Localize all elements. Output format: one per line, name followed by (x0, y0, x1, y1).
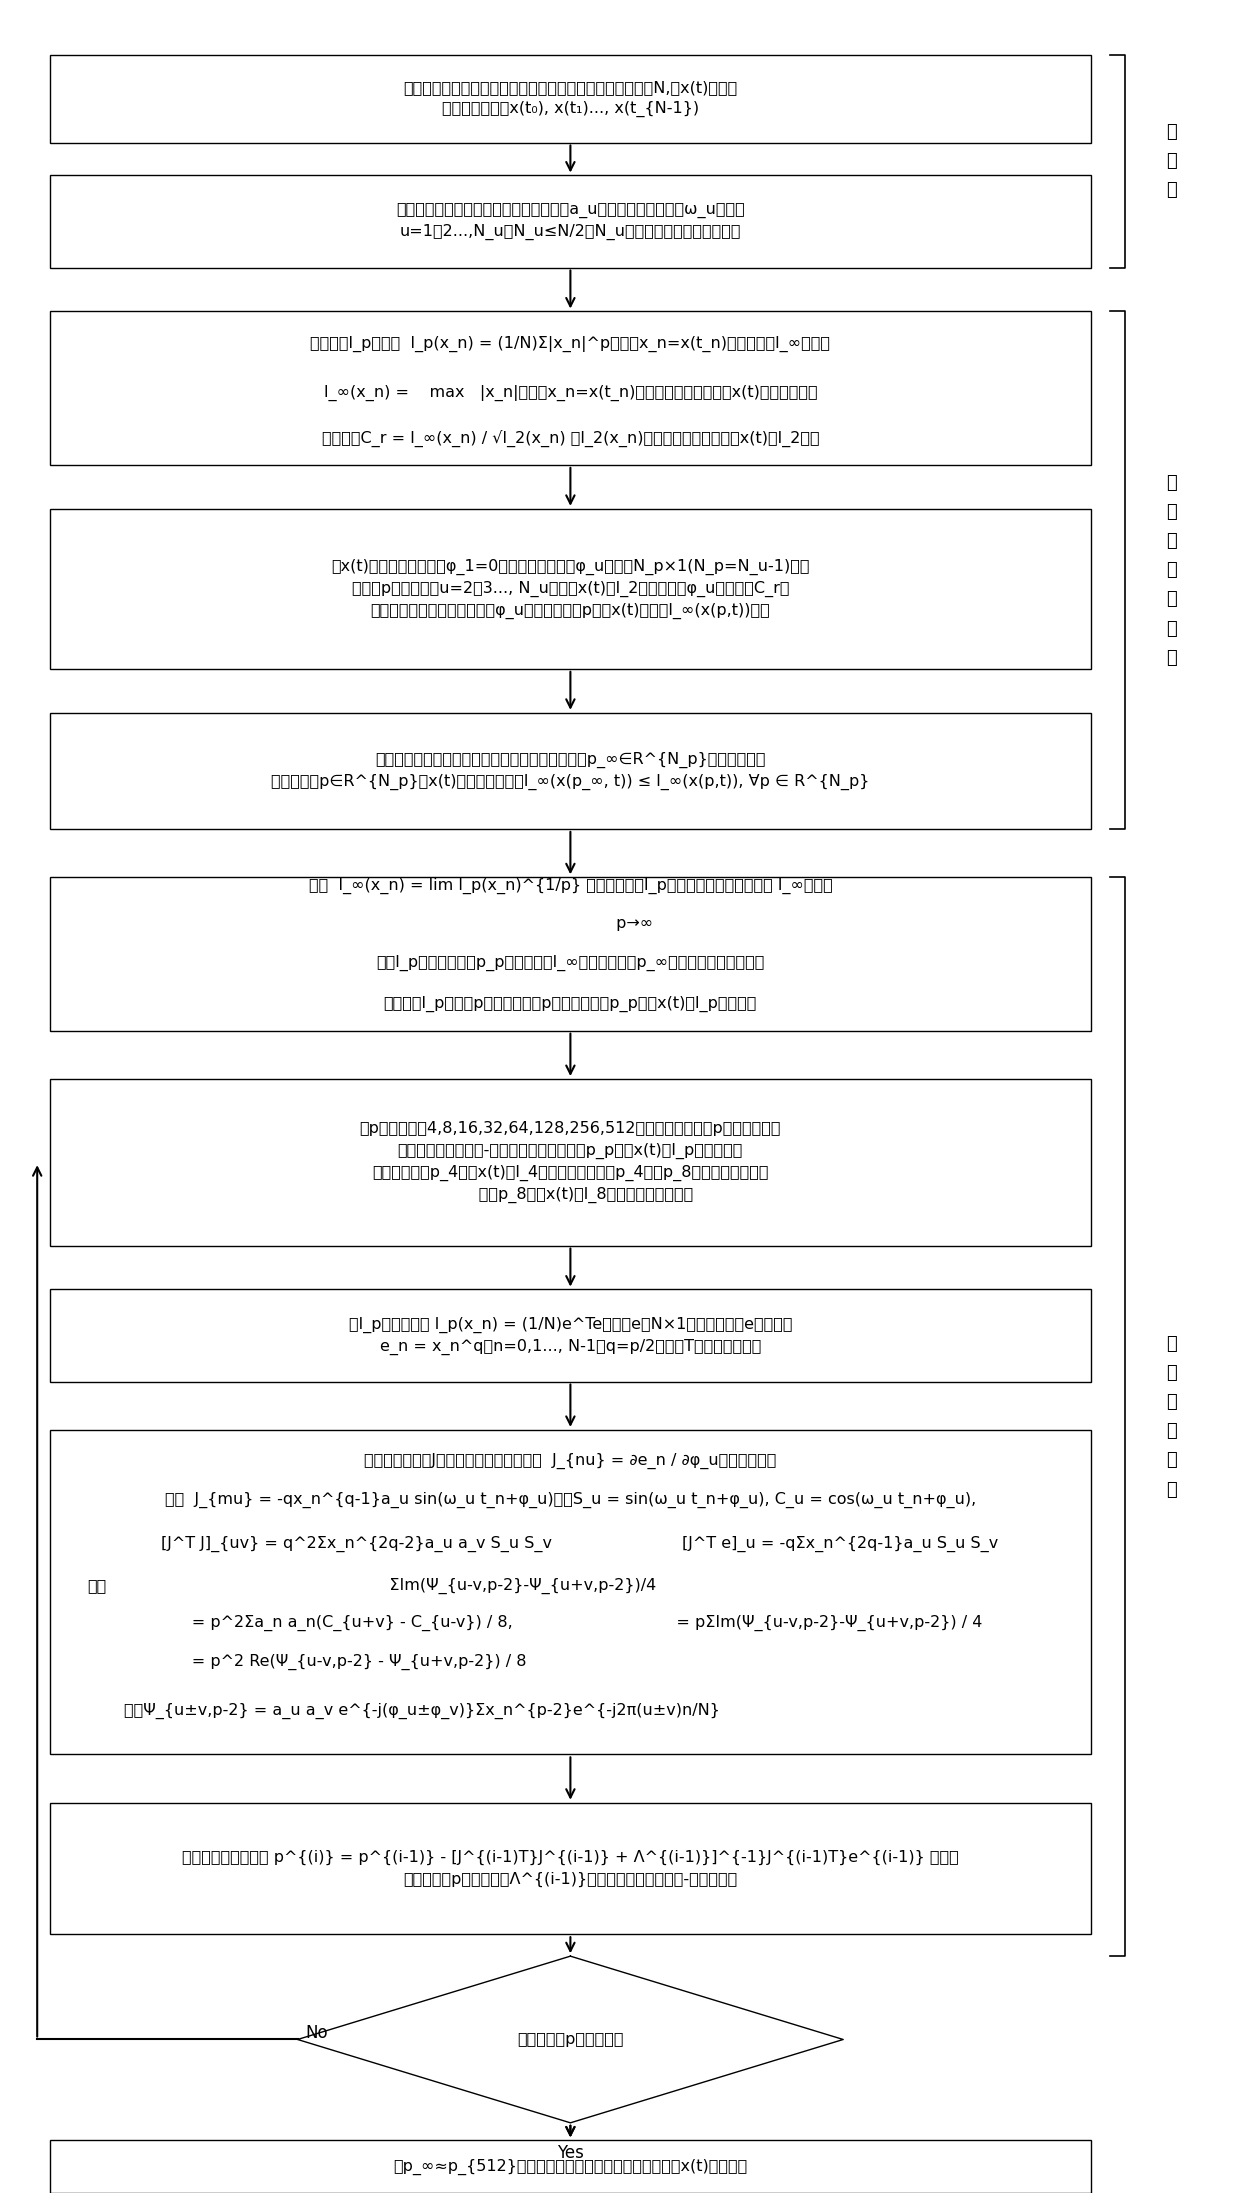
Text: 求解雅可比矩阵J，定义雅可比矩阵各元素  J_{nu} = ∂e_n / ∂φ_u，进一步计算: 求解雅可比矩阵J，定义雅可比矩阵各元素 J_{nu} = ∂e_n / ∂φ_u… (365, 1452, 776, 1469)
Text: l_∞(x_n) =    max   |x_n|，其中x_n=x(t_n)；则低频段多正弦信号x(t)的波峰因子可: l_∞(x_n) = max |x_n|，其中x_n=x(t_n)；则低频段多正… (324, 384, 817, 401)
Text: 问
题
描
述
及
转
化: 问 题 描 述 及 转 化 (1167, 474, 1177, 667)
Text: No: No (305, 2024, 327, 2042)
FancyBboxPatch shape (50, 311, 1091, 465)
Text: [J^T J]_{uv} = q^2Σx_n^{2q-2}a_u a_v S_u S_v: [J^T J]_{uv} = q^2Σx_n^{2q-2}a_u a_v S_u… (161, 1535, 552, 1553)
FancyBboxPatch shape (50, 1803, 1091, 1934)
FancyBboxPatch shape (50, 1289, 1091, 1382)
Text: 将p依次设置为4,8,16,32,64,128,256,512；对每一个设定的p值，采用高斯
牛顿法联合莱文贝格-马夸特算法求解列向量p_p，使x(t)的l_p: 将p依次设置为4,8,16,32,64,128,256,512；对每一个设定的p… (360, 1121, 781, 1204)
FancyBboxPatch shape (50, 1430, 1091, 1754)
Text: 定义离散l_p范数为  l_p(x_n) = (1/N)Σ|x_n|^p，其中x_n=x(t_n)；定义离散l_∞范数为: 定义离散l_p范数为 l_p(x_n) = (1/N)Σ|x_n|^p，其中x_… (310, 336, 831, 353)
Text: 其中Ψ_{u±v,p-2} = a_u a_v e^{-j(φ_u±φ_v)}Σx_n^{p-2}e^{-j2π(u±v)n/N}: 其中Ψ_{u±v,p-2} = a_u a_v e^{-j(φ_u±φ_v)}Σ… (124, 1702, 720, 1719)
Text: 以表示为C_r = l_∞(x_n) / √l_2(x_n) ，l_2(x_n)表示低频段多正弦信号x(t)的l_2范数: 以表示为C_r = l_∞(x_n) / √l_2(x_n) ，l_2(x_n)… (321, 430, 820, 447)
Text: 初
始
化: 初 始 化 (1167, 123, 1177, 200)
Text: Yes: Yes (557, 2145, 584, 2162)
FancyBboxPatch shape (50, 1079, 1091, 1246)
Text: 得到  J_{mu} = -qx_n^{q-1}a_u sin(ω_u t_n+φ_u)；令S_u = sin(ω_u t_n+φ_u), C_u = cos(: 得到 J_{mu} = -qx_n^{q-1}a_u sin(ω_u t_n+φ… (165, 1491, 976, 1509)
Text: = p^2 Re(Ψ_{u-v,p-2} - Ψ_{u+v,p-2}) / 8: = p^2 Re(Ψ_{u-v,p-2} - Ψ_{u+v,p-2}) / 8 (161, 1654, 527, 1671)
Text: 优
化
算
法
求
解: 优 化 算 法 求 解 (1167, 1336, 1177, 1498)
Text: 对高斯牛顿迭代方程 p^{(i)} = p^{(i-1)} - [J^{(i-1)T}J^{(i-1)} + Λ^{(i-1)}]^{-1}J^{(i-1)T}: 对高斯牛顿迭代方程 p^{(i)} = p^{(i-1)} - [J^{(i-1… (182, 1851, 959, 1886)
Text: 令p_∞≈p_{512}；至此，满足要求的低频段多正弦信号x(t)求解完毕: 令p_∞≈p_{512}；至此，满足要求的低频段多正弦信号x(t)求解完毕 (393, 2158, 748, 2175)
Text: ΣIm(Ψ_{u-v,p-2}-Ψ_{u+v,p-2})/4: ΣIm(Ψ_{u-v,p-2}-Ψ_{u+v,p-2})/4 (87, 1577, 656, 1594)
FancyBboxPatch shape (50, 2140, 1091, 2193)
Text: 确定低频段多正弦信号各谐波分量幅值为a_u、各谐波分量频率为ω_u，其中
u=1，2...,N_u，N_u≤N/2，N_u为正弦谐波频率分量的个数: 确定低频段多正弦信号各谐波分量幅值为a_u、各谐波分量频率为ω_u，其中 u=1… (396, 202, 745, 241)
FancyBboxPatch shape (50, 55, 1091, 143)
FancyBboxPatch shape (50, 713, 1091, 829)
Text: 逐渐增大l_p范数的p值，且对每个p值求解列向量p_p，使x(t)的l_p范数最小: 逐渐增大l_p范数的p值，且对每个p值求解列向量p_p，使x(t)的l_p范数最… (383, 996, 758, 1013)
Text: 根据  l_∞(x_n) = lim l_p(x_n)^{1/p} ，采用可微的l_p范数来逐步逼近不可微的 l_∞范数，: 根据 l_∞(x_n) = lim l_p(x_n)^{1/p} ，采用可微的l… (309, 877, 832, 895)
Text: 将上述问题进一步转述为：求解一个实值相角向量p_∞∈R^{N_p}，使得在所有
备选的向量p∈R^{N_p}中x(t)的峰值最小，即l_∞(x(p_∞, t)): 将上述问题进一步转述为：求解一个实值相角向量p_∞∈R^{N_p}，使得在所有 … (272, 752, 869, 789)
Text: 则有: 则有 (87, 1579, 107, 1592)
Text: = p^2Σa_n a_n(C_{u+v} - C_{u-v}) / 8,: = p^2Σa_n a_n(C_{u+v} - C_{u-v}) / 8, (161, 1614, 513, 1632)
Text: 确定低频段多正弦信号的总采样次数（即信号的总长度）为N,则x(t)的各采
样点依次表示为x(t₀), x(t₁)..., x(t_{N-1}): 确定低频段多正弦信号的总采样次数（即信号的总长度）为N,则x(t)的各采 样点依… (403, 81, 738, 116)
Text: [J^T e]_u = -qΣx_n^{2q-1}a_u S_u S_v: [J^T e]_u = -qΣx_n^{2q-1}a_u S_u S_v (682, 1535, 998, 1553)
FancyBboxPatch shape (50, 877, 1091, 1031)
Text: 将l_p范数重写为 l_p(x_n) = (1/N)e^Te，其中e是N×1维的列向量，e中各元素
e_n = x_n^q，n=0,1..., N-1，q=p/: 将l_p范数重写为 l_p(x_n) = (1/N)e^Te，其中e是N×1维的… (348, 1316, 792, 1355)
Text: p→∞: p→∞ (487, 917, 653, 930)
FancyBboxPatch shape (50, 175, 1091, 268)
Text: 并用l_p范数的最优解p_p来近似代替l_∞范数的最优解p_∞，问题进一步转化为：: 并用l_p范数的最优解p_p来近似代替l_∞范数的最优解p_∞，问题进一步转化为… (376, 954, 765, 971)
Text: 令x(t)的第一个谐波相位φ_1=0，将其余谐波相位φ_u用一个N_p×1(N_p=N_u-1)维的
列向量p表示，其中u=2，3..., N_u；由于x(t): 令x(t)的第一个谐波相位φ_1=0，将其余谐波相位φ_u用一个N_p×1(N_… (331, 559, 810, 618)
Text: 所有设置的p值已循环完: 所有设置的p值已循环完 (517, 2033, 624, 2046)
FancyBboxPatch shape (50, 509, 1091, 669)
Text: = pΣIm(Ψ_{u-v,p-2}-Ψ_{u+v,p-2}) / 4: = pΣIm(Ψ_{u-v,p-2}-Ψ_{u+v,p-2}) / 4 (620, 1614, 982, 1632)
